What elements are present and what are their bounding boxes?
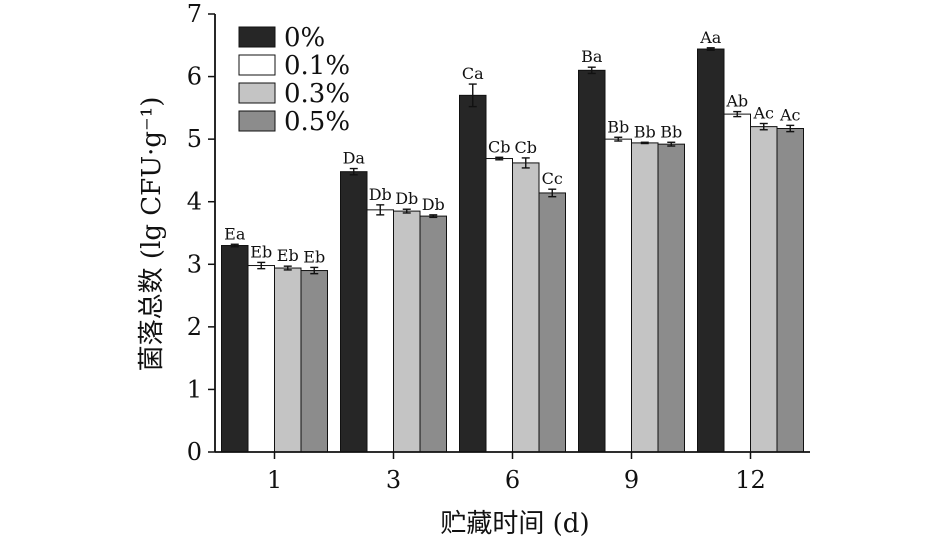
bar-0.1%-day-9 xyxy=(604,138,632,453)
y-tick-label: 7 xyxy=(187,0,202,28)
bar-0.5%-day-9 xyxy=(657,143,685,453)
significance-label: Eb xyxy=(303,247,325,266)
bar-0.5%-day-1 xyxy=(300,270,328,453)
bar-0%-day-9 xyxy=(578,69,606,453)
bar-0.5%-day-6 xyxy=(538,192,566,453)
significance-label: Ac xyxy=(752,104,774,123)
bar-0%-day-3 xyxy=(340,171,368,453)
bar-0.1%-day-6 xyxy=(485,158,513,453)
legend: 0%0.1%0.3%0.5% xyxy=(238,23,350,137)
significance-label: Ac xyxy=(779,105,801,124)
significance-label: Ea xyxy=(224,224,246,243)
error-bars-layer xyxy=(230,47,795,275)
significance-label: Db xyxy=(395,189,418,208)
significance-label: Ca xyxy=(462,64,484,83)
bar-0.5%-day-12 xyxy=(776,128,804,453)
bar-0%-day-12 xyxy=(697,48,725,453)
bar-0.3%-day-9 xyxy=(631,142,659,453)
x-tick-label: 9 xyxy=(624,466,639,494)
x-tick-label: 6 xyxy=(505,466,520,494)
bar-0.3%-day-12 xyxy=(750,126,778,453)
bar-0.5%-day-3 xyxy=(419,215,447,453)
y-tick-label: 4 xyxy=(187,188,202,216)
y-tick-label: 0 xyxy=(187,438,202,466)
x-tick-label: 3 xyxy=(386,466,401,494)
legend-swatch xyxy=(238,110,276,132)
y-tick-label: 6 xyxy=(187,63,202,91)
y-tick-label: 5 xyxy=(187,125,202,153)
significance-label: Da xyxy=(343,149,366,168)
bar-0.3%-day-1 xyxy=(274,267,302,453)
significance-label: Bb xyxy=(634,122,656,141)
legend-swatch xyxy=(238,26,276,48)
y-axis-title: 菌落总数 (lg CFU·g⁻¹) xyxy=(137,97,167,372)
significance-label: Db xyxy=(369,185,392,204)
bar-0%-day-1 xyxy=(221,245,249,453)
x-axis-title: 贮藏时间 (d) xyxy=(440,509,589,539)
legend-label: 0% xyxy=(284,23,325,53)
legend-swatch xyxy=(238,54,276,76)
significance-label: Bb xyxy=(660,122,682,141)
bar-0.1%-day-1 xyxy=(247,265,275,453)
bar-0.3%-day-6 xyxy=(512,162,540,453)
significance-label: Cb xyxy=(515,138,537,157)
legend-label: 0.1% xyxy=(284,51,350,81)
bar-0%-day-6 xyxy=(459,94,487,453)
y-tick-label: 3 xyxy=(187,250,202,278)
significance-label: Ba xyxy=(581,47,603,66)
significance-label: Eb xyxy=(250,242,272,261)
significance-label: Cc xyxy=(542,169,563,188)
x-tick-label: 1 xyxy=(267,466,282,494)
y-tick-label: 1 xyxy=(187,375,202,403)
bar-0.3%-day-3 xyxy=(393,210,421,453)
legend-swatch xyxy=(238,82,276,104)
significance-label: Ab xyxy=(725,92,748,111)
bar-0.1%-day-3 xyxy=(366,209,394,453)
y-tick-label: 2 xyxy=(187,313,202,341)
significance-label: Bb xyxy=(607,117,629,136)
bars-layer xyxy=(221,48,804,453)
legend-label: 0.5% xyxy=(284,107,350,137)
significance-label: Cb xyxy=(488,137,510,156)
x-tick-label: 12 xyxy=(735,466,766,494)
significance-label: Eb xyxy=(277,246,299,265)
legend-label: 0.3% xyxy=(284,79,350,109)
significance-label: Db xyxy=(422,195,445,214)
significance-label: Aa xyxy=(699,28,722,47)
bar-0.1%-day-12 xyxy=(723,113,751,453)
